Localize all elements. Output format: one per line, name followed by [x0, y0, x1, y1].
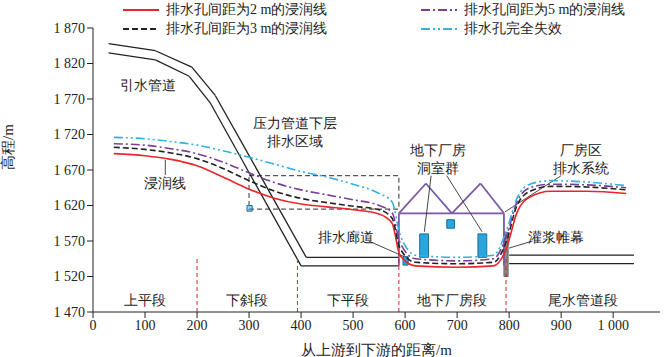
svg-text:1 570: 1 570 [54, 234, 86, 249]
svg-text:从上游到下游的距离/m: 从上游到下游的距离/m [301, 342, 452, 357]
svg-text:厂房区排水系统: 厂房区排水系统 [553, 142, 609, 175]
svg-text:地下厂房段: 地下厂房段 [416, 292, 487, 307]
svg-text:1 720: 1 720 [54, 127, 86, 142]
svg-text:1 000: 1 000 [597, 318, 629, 333]
svg-text:引水管道: 引水管道 [120, 77, 176, 92]
svg-text:400: 400 [291, 318, 312, 333]
svg-text:下平段: 下平段 [327, 292, 369, 307]
html-text:排水孔完全失效: 排水孔完全失效 [464, 21, 562, 36]
svg-text:900: 900 [551, 318, 572, 333]
svg-text:1 870: 1 870 [54, 21, 86, 36]
svg-text:0: 0 [90, 318, 97, 333]
svg-text:1 520: 1 520 [54, 269, 86, 284]
svg-text:1 470: 1 470 [54, 305, 86, 320]
svg-text:1 820: 1 820 [54, 56, 86, 71]
svg-text:800: 800 [499, 318, 520, 333]
svg-text:下斜段: 下斜段 [226, 292, 268, 307]
svg-text:排水廊道: 排水廊道 [318, 229, 374, 244]
svg-text:地下厂房洞室群: 地下厂房洞室群 [409, 142, 466, 175]
svg-text:100: 100 [135, 318, 156, 333]
svg-text:200: 200 [187, 318, 208, 333]
svg-text:高程/m: 高程/m [0, 124, 16, 170]
svg-text:300: 300 [239, 318, 260, 333]
svg-text:1 670: 1 670 [54, 163, 86, 178]
html-text:排水孔间距为5 m的浸润线: 排水孔间距为5 m的浸润线 [464, 2, 626, 17]
svg-text:压力管道下层排水区域: 压力管道下层排水区域 [253, 115, 337, 148]
svg-text:500: 500 [343, 318, 364, 333]
svg-text:灌浆帷幕: 灌浆帷幕 [528, 230, 584, 245]
html-text:排水孔间距为2 m的浸润线: 排水孔间距为2 m的浸润线 [166, 2, 328, 17]
html-text:排水孔间距为3 m的浸润线: 排水孔间距为3 m的浸润线 [166, 21, 328, 36]
svg-text:尾水管道段: 尾水管道段 [548, 292, 618, 307]
svg-text:700: 700 [447, 318, 468, 333]
svg-text:1 620: 1 620 [54, 198, 86, 213]
svg-text:浸润线: 浸润线 [144, 175, 186, 190]
svg-text:600: 600 [395, 318, 416, 333]
svg-text:1 770: 1 770 [54, 92, 86, 107]
svg-text:上平段: 上平段 [124, 292, 166, 307]
